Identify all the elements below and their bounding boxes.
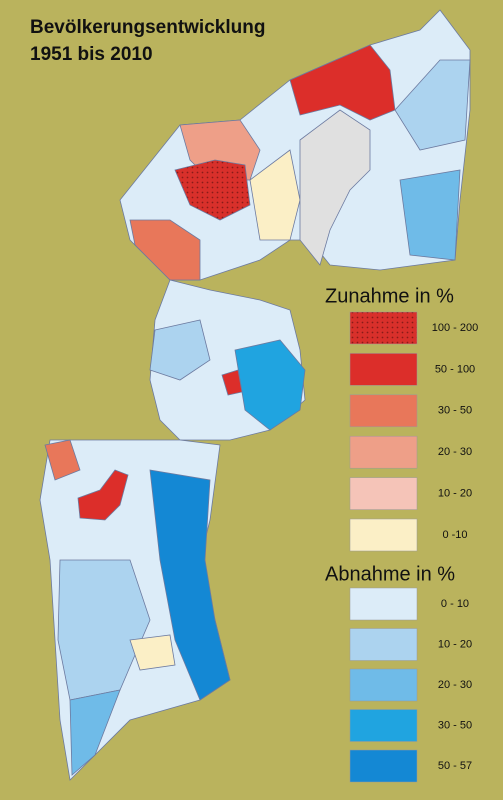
- legend-label: 30 - 50: [438, 405, 472, 417]
- legend-label: 100 - 200: [432, 322, 478, 334]
- title: Bevölkerungsentwicklung: [30, 17, 265, 38]
- region: [174, 159, 251, 221]
- region: [129, 634, 176, 671]
- legend-swatch: [349, 709, 418, 742]
- region: [399, 169, 461, 261]
- lake: [299, 109, 371, 266]
- legend-label: 0 -10: [442, 529, 467, 541]
- region: [149, 469, 231, 701]
- region: [221, 369, 243, 396]
- legend-swatch: [349, 749, 418, 783]
- legend: Zunahme in % 100 - 200 50 - 100 30 - 50 20 -…: [325, 285, 478, 783]
- region: [149, 319, 211, 381]
- region: [289, 44, 396, 121]
- legend-swatch: [349, 587, 418, 621]
- region: [44, 439, 81, 481]
- legend-swatch: [349, 394, 418, 428]
- legend-swatch: [349, 668, 418, 702]
- legend-swatch: [349, 518, 418, 552]
- legend-swatch: [349, 477, 418, 510]
- legend-label: 50 - 100: [435, 363, 475, 375]
- region: [249, 149, 301, 241]
- legend-label: 10 - 20: [438, 638, 472, 650]
- title: 1951 bis 2010: [30, 44, 153, 65]
- region: [129, 219, 201, 281]
- region: [234, 339, 306, 431]
- legend-swatch: [349, 311, 418, 345]
- legend-swatch: [349, 353, 418, 386]
- map-regions: [39, 9, 471, 781]
- legend-heading: Abnahme in %: [325, 563, 455, 585]
- legend-label: 20 - 30: [438, 446, 472, 458]
- legend-label: 0 - 10: [441, 598, 469, 610]
- legend-swatch: [349, 435, 418, 469]
- legend-swatch: [349, 628, 418, 661]
- legend-label: 30 - 50: [438, 719, 472, 731]
- legend-label: 50 - 57: [438, 760, 472, 772]
- legend-label: 10 - 20: [438, 488, 472, 500]
- region: [69, 689, 121, 776]
- legend-heading: Zunahme in %: [325, 285, 454, 307]
- region: [77, 469, 129, 521]
- region: [394, 59, 471, 151]
- legend-label: 20 - 30: [438, 679, 472, 691]
